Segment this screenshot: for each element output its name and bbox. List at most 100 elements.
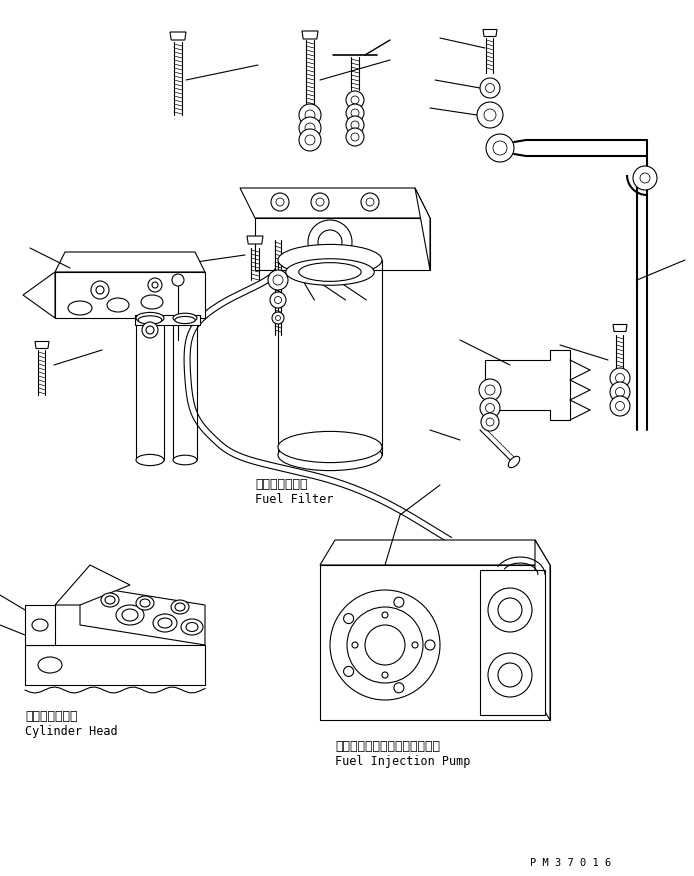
Polygon shape	[170, 32, 186, 40]
Circle shape	[633, 166, 657, 190]
Circle shape	[361, 193, 379, 211]
Ellipse shape	[105, 596, 115, 604]
Circle shape	[365, 625, 405, 665]
Circle shape	[318, 230, 342, 254]
Circle shape	[351, 109, 359, 117]
Ellipse shape	[173, 456, 197, 465]
Polygon shape	[25, 605, 55, 645]
Circle shape	[268, 270, 288, 290]
Circle shape	[616, 401, 625, 411]
Circle shape	[271, 193, 289, 211]
Ellipse shape	[175, 603, 185, 611]
Text: Fuel Injection Pump: Fuel Injection Pump	[335, 755, 471, 768]
Circle shape	[273, 275, 283, 285]
Circle shape	[299, 104, 321, 126]
Ellipse shape	[508, 456, 520, 468]
Polygon shape	[485, 350, 570, 420]
Circle shape	[347, 607, 423, 683]
Polygon shape	[255, 218, 430, 270]
Polygon shape	[320, 565, 550, 720]
Circle shape	[330, 590, 440, 700]
Ellipse shape	[101, 593, 119, 607]
Circle shape	[425, 640, 435, 650]
Polygon shape	[480, 570, 545, 715]
Circle shape	[486, 83, 495, 93]
Circle shape	[270, 292, 286, 308]
Circle shape	[480, 398, 500, 418]
Ellipse shape	[173, 314, 197, 322]
Circle shape	[610, 396, 630, 416]
Ellipse shape	[278, 244, 382, 276]
Circle shape	[346, 91, 364, 109]
Ellipse shape	[299, 263, 361, 281]
Ellipse shape	[138, 316, 162, 324]
Ellipse shape	[153, 614, 177, 632]
Circle shape	[299, 117, 321, 139]
Ellipse shape	[136, 455, 164, 466]
Text: フェルインジェクションポンプ: フェルインジェクションポンプ	[335, 740, 440, 753]
Circle shape	[152, 282, 158, 288]
Circle shape	[486, 134, 514, 162]
Circle shape	[352, 642, 358, 648]
Ellipse shape	[141, 295, 163, 309]
Polygon shape	[535, 540, 550, 720]
Ellipse shape	[68, 301, 92, 315]
Circle shape	[142, 322, 158, 338]
Circle shape	[276, 198, 284, 206]
Polygon shape	[135, 315, 200, 325]
Circle shape	[305, 135, 315, 145]
Circle shape	[412, 642, 418, 648]
Polygon shape	[240, 188, 430, 218]
Circle shape	[484, 109, 496, 121]
Circle shape	[479, 379, 501, 401]
Circle shape	[486, 418, 494, 426]
Circle shape	[498, 598, 522, 622]
Circle shape	[172, 274, 184, 286]
Ellipse shape	[278, 431, 382, 463]
Polygon shape	[55, 565, 130, 605]
Circle shape	[488, 588, 532, 632]
Circle shape	[299, 129, 321, 151]
Circle shape	[305, 110, 315, 120]
Polygon shape	[80, 585, 205, 645]
Ellipse shape	[278, 440, 382, 470]
Ellipse shape	[122, 609, 138, 621]
Circle shape	[610, 368, 630, 388]
Text: シリンダヘッド: シリンダヘッド	[25, 710, 78, 723]
Circle shape	[346, 116, 364, 134]
Text: P M 3 7 0 1 6: P M 3 7 0 1 6	[530, 858, 611, 868]
Circle shape	[344, 613, 354, 624]
Circle shape	[308, 220, 352, 264]
Ellipse shape	[158, 618, 172, 628]
Circle shape	[394, 682, 404, 693]
Circle shape	[366, 198, 374, 206]
Circle shape	[346, 128, 364, 146]
Ellipse shape	[175, 316, 195, 323]
Circle shape	[486, 404, 495, 413]
Circle shape	[480, 78, 500, 98]
Circle shape	[305, 123, 315, 133]
Ellipse shape	[186, 623, 198, 632]
Ellipse shape	[286, 258, 374, 286]
Circle shape	[351, 96, 359, 104]
Circle shape	[477, 102, 503, 128]
Circle shape	[481, 413, 499, 431]
Circle shape	[640, 173, 650, 183]
Ellipse shape	[107, 298, 129, 312]
Polygon shape	[613, 324, 627, 331]
Ellipse shape	[38, 657, 62, 673]
Circle shape	[394, 597, 404, 607]
Text: Fuel Filter: Fuel Filter	[255, 493, 333, 506]
Circle shape	[351, 121, 359, 129]
Ellipse shape	[136, 596, 154, 610]
Circle shape	[96, 286, 104, 294]
Circle shape	[485, 385, 495, 395]
Polygon shape	[302, 31, 318, 39]
Circle shape	[382, 672, 388, 678]
Polygon shape	[25, 645, 205, 685]
Ellipse shape	[181, 619, 203, 635]
Text: Cylinder Head: Cylinder Head	[25, 725, 117, 738]
Polygon shape	[247, 236, 263, 244]
Polygon shape	[55, 272, 205, 318]
Circle shape	[493, 141, 507, 155]
